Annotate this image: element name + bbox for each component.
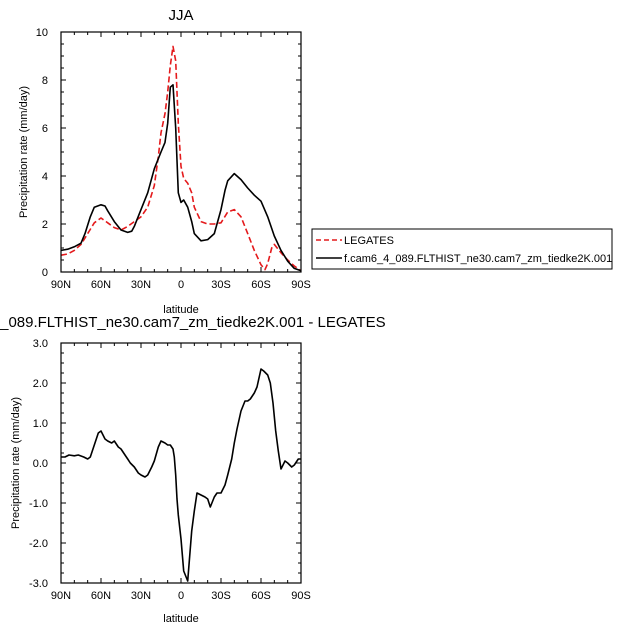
- x-tick-label: 0: [178, 279, 184, 291]
- y-tick-label: -2.0: [29, 538, 48, 550]
- x-tick-label: 60S: [251, 590, 271, 602]
- x-tick-label: 60N: [91, 590, 111, 602]
- legend: LEGATES f.cam6_4_089.FLTHIST_ne30.cam7_z…: [311, 228, 613, 270]
- legend-label-legates: LEGATES: [344, 235, 394, 247]
- x-tick-label: 60N: [91, 279, 111, 291]
- x-tick-label: 60S: [251, 279, 271, 291]
- y-tick-label: 4: [42, 171, 48, 183]
- series-line-1-0: [61, 368, 301, 582]
- bottom-panel-title: f.cam6_4_089.FLTHIST_ne30.cam7_zm_tiedke…: [0, 314, 386, 331]
- top-panel-frame: [60, 31, 302, 273]
- y-tick-label: -3.0: [29, 578, 48, 590]
- x-tick-label: 90N: [51, 279, 71, 291]
- series-line-0-1: [60, 84, 302, 272]
- top-panel-series: [60, 45, 302, 272]
- top-panel-xlabel: latitude: [163, 304, 198, 316]
- y-tick-label: 2.0: [33, 378, 48, 390]
- x-tick-label: 90S: [291, 279, 311, 291]
- bottom-panel-series: [61, 368, 301, 582]
- top-panel-ylabel: Precipitation rate (mm/day): [18, 86, 30, 218]
- x-tick-label: 90N: [51, 590, 71, 602]
- x-tick-label: 30S: [211, 590, 231, 602]
- top-panel-ticks: 90N 60N 30N 0 30S 60S 90S 0 2 4 6 8 10: [36, 27, 311, 291]
- x-tick-label: 90S: [291, 590, 311, 602]
- bottom-panel-ylabel: Precipitation rate (mm/day): [10, 397, 22, 529]
- bottom-panel-frame: [60, 342, 302, 584]
- bottom-panel-xlabel: latitude: [163, 613, 198, 625]
- y-tick-label: 1.0: [33, 418, 48, 430]
- series-line-0-0: [60, 45, 302, 272]
- top-panel: JJA Precipitation rate (mm/day) latitude…: [18, 7, 311, 316]
- y-tick-label: 0: [42, 267, 48, 279]
- y-tick-label: 0.0: [33, 458, 48, 470]
- bottom-panel: f.cam6_4_089.FLTHIST_ne30.cam7_zm_tiedke…: [0, 314, 386, 625]
- y-tick-label: 8: [42, 75, 48, 87]
- legend-label-model: f.cam6_4_089.FLTHIST_ne30.cam7_zm_tiedke…: [344, 253, 612, 265]
- x-tick-label: 30N: [131, 279, 151, 291]
- x-tick-label: 30N: [131, 590, 151, 602]
- y-tick-label: 2: [42, 219, 48, 231]
- x-tick-label: 30S: [211, 279, 231, 291]
- y-tick-label: 10: [36, 27, 48, 39]
- y-tick-label: 6: [42, 123, 48, 135]
- top-panel-title: JJA: [168, 7, 193, 24]
- x-tick-label: 0: [178, 590, 184, 602]
- legend-box: [311, 228, 613, 270]
- y-tick-label: 3.0: [33, 338, 48, 350]
- y-tick-label: -1.0: [29, 498, 48, 510]
